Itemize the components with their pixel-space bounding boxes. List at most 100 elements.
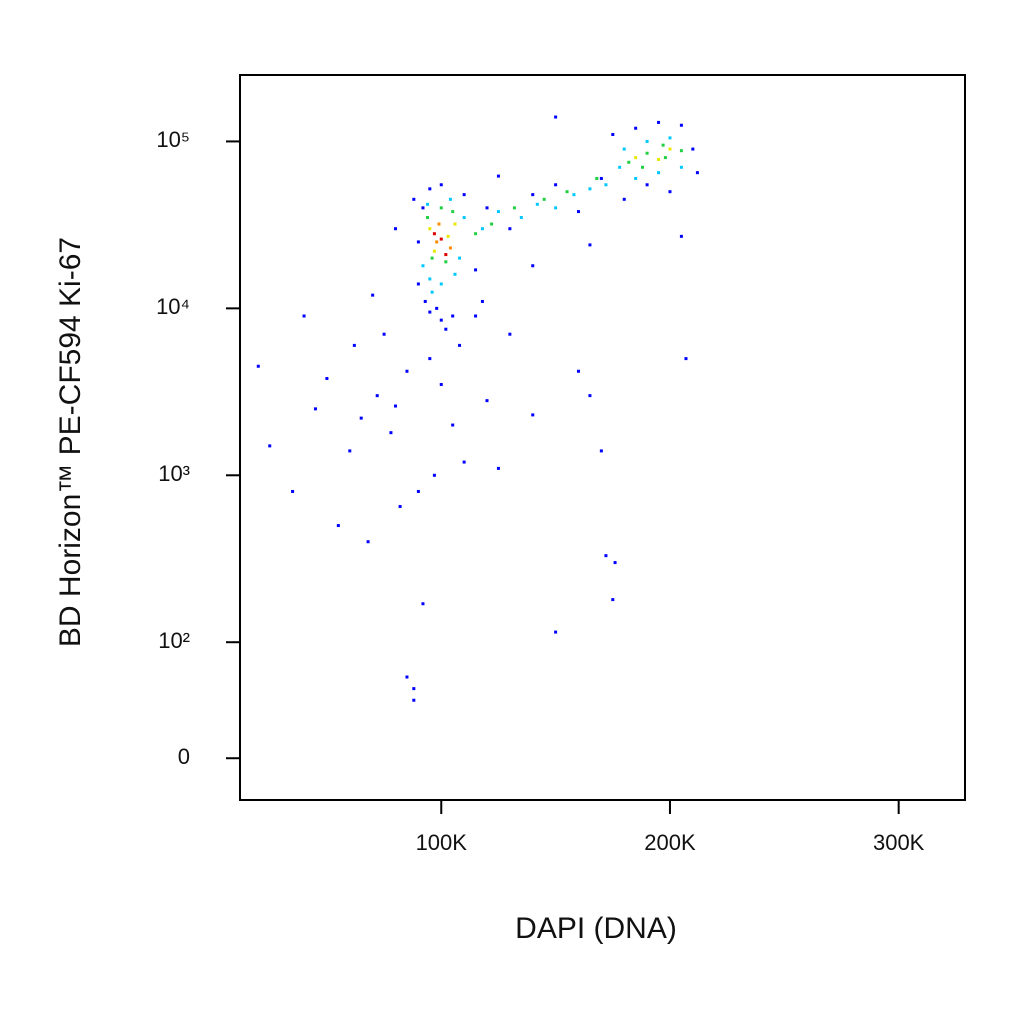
- point: [622, 197, 626, 201]
- point: [474, 268, 478, 272]
- point: [604, 554, 608, 558]
- point: [622, 147, 626, 151]
- point: [348, 449, 352, 453]
- point: [439, 206, 443, 210]
- point: [554, 206, 558, 210]
- point: [366, 540, 370, 544]
- x-axis-title: DAPI (DNA): [515, 912, 677, 945]
- point: [480, 227, 484, 231]
- point: [657, 157, 661, 161]
- point: [531, 264, 535, 268]
- point: [679, 165, 683, 169]
- point: [325, 377, 329, 381]
- point: [535, 202, 539, 206]
- point: [432, 249, 436, 253]
- point: [451, 423, 455, 427]
- point: [691, 147, 695, 151]
- point: [679, 234, 683, 238]
- point: [695, 171, 699, 175]
- point: [458, 343, 462, 347]
- point: [485, 399, 489, 403]
- point: [462, 216, 466, 220]
- point: [359, 416, 363, 420]
- point: [645, 139, 649, 143]
- point: [405, 369, 409, 373]
- point: [531, 413, 535, 417]
- point: [421, 264, 425, 268]
- point: [668, 190, 672, 194]
- y-tick-label: 0: [178, 744, 190, 769]
- point: [519, 216, 523, 220]
- point: [474, 314, 478, 318]
- point: [398, 505, 402, 509]
- point: [435, 306, 439, 310]
- point: [416, 489, 420, 493]
- point: [451, 210, 455, 214]
- point: [439, 183, 443, 187]
- points: [256, 115, 699, 702]
- point: [428, 357, 432, 361]
- point: [595, 176, 599, 180]
- point: [531, 193, 535, 197]
- point: [451, 314, 455, 318]
- point: [268, 444, 272, 448]
- point: [416, 240, 420, 244]
- point: [453, 272, 457, 276]
- point: [599, 176, 603, 180]
- point: [421, 206, 425, 210]
- point: [588, 243, 592, 247]
- y-tick-label: 10²: [158, 628, 190, 653]
- point: [389, 431, 393, 435]
- point: [611, 598, 615, 602]
- point: [645, 151, 649, 155]
- point: [302, 314, 306, 318]
- point: [496, 466, 500, 470]
- point: [416, 282, 420, 286]
- point: [679, 149, 683, 153]
- point: [426, 216, 430, 220]
- point: [663, 156, 667, 160]
- point: [565, 190, 569, 194]
- point: [394, 227, 398, 231]
- point: [679, 123, 683, 127]
- point: [371, 293, 375, 297]
- point: [439, 282, 443, 286]
- point: [485, 206, 489, 210]
- point: [661, 143, 665, 147]
- point: [453, 222, 457, 226]
- point: [428, 187, 432, 191]
- point: [480, 299, 484, 303]
- point: [618, 165, 622, 169]
- point: [576, 210, 580, 214]
- x-tick-label: 300K: [873, 830, 925, 855]
- point: [421, 602, 425, 606]
- point: [508, 332, 512, 336]
- point: [428, 227, 432, 231]
- point: [375, 394, 379, 398]
- point: [432, 473, 436, 477]
- plot-frame: [239, 74, 966, 801]
- point: [572, 193, 576, 197]
- point: [446, 234, 450, 238]
- point: [668, 136, 672, 140]
- point: [634, 176, 638, 180]
- point: [645, 183, 649, 187]
- point: [405, 675, 409, 679]
- point: [657, 171, 661, 175]
- point: [458, 256, 462, 260]
- point: [599, 449, 603, 453]
- point: [336, 524, 340, 528]
- point: [641, 165, 645, 169]
- point: [444, 253, 448, 257]
- point: [291, 489, 295, 493]
- point: [432, 232, 436, 236]
- point: [490, 222, 494, 226]
- y-tick-label: 10⁵: [156, 127, 190, 152]
- point: [684, 357, 688, 361]
- x-tick-label: 100K: [416, 830, 468, 855]
- point: [496, 210, 500, 214]
- point: [412, 197, 416, 201]
- point: [474, 232, 478, 236]
- point: [554, 115, 558, 119]
